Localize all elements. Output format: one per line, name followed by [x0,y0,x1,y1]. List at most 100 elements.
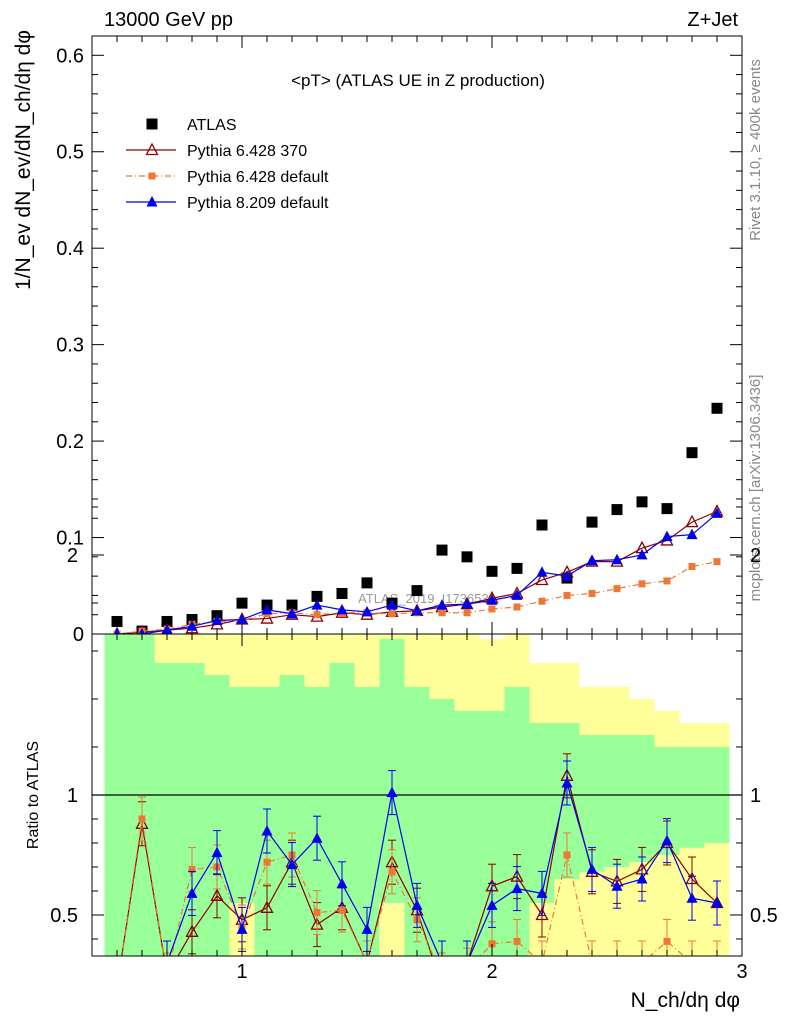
mcplots-label: mcplots.cern.ch [arXiv:1306.3436] [747,375,764,602]
data-point [260,611,274,624]
data-point [711,507,723,518]
data-point [513,937,521,945]
data-point [436,544,448,556]
data-point [138,815,146,823]
data-point [563,591,571,599]
data-point [364,960,371,967]
data-point [236,923,248,934]
data-point [313,611,321,619]
data-point [186,887,198,898]
legend-entry: Pythia 6.428 370 [126,142,307,160]
data-point [261,603,273,615]
data-point [336,603,348,615]
ratio-y-tick-label-right: 1 [750,785,761,807]
ratio-axis-ticks [92,506,743,956]
data-point [588,589,596,597]
data-point [211,614,223,625]
x-tick-label: 1 [236,961,247,983]
y-tick-label: 0.2 [56,431,84,453]
green-band-bin [504,687,530,956]
data-point [188,865,196,873]
process-label: Z+Jet [687,9,738,31]
x-axis-label: N_ch/dη dφ [631,989,740,1012]
data-point [638,580,646,588]
data-point [686,892,698,903]
data-point [636,873,648,884]
data-point [586,516,598,528]
data-point [162,969,173,980]
data-point [586,863,598,874]
data-point [535,572,549,586]
data-point [138,628,146,634]
data-point [386,786,398,798]
x-tick-label: 2 [486,961,497,983]
ratio-series-group [112,753,724,992]
data-point [137,981,148,992]
main-series-group [111,402,724,634]
data-point [714,960,721,967]
x-tick-labels: 1 2 3 [236,961,747,983]
ratio-panel: 0.5 0.5 1 1 2 2 1 2 3 Ratio to ATLAS N_ch/dη dφ [25,506,778,1012]
ratio-y-tick-label: 0.5 [50,905,78,927]
green-band-bin [604,735,630,867]
data-point [688,562,696,570]
data-point [713,558,721,566]
data-point [636,548,648,560]
data-point [689,960,696,967]
data-point [538,597,546,605]
data-point [112,981,123,992]
data-point [286,607,298,619]
ratio-y-tick-labels: 0.5 0.5 1 1 2 2 [50,545,778,927]
rivet-version-label: Rivet 3.1.10, ≥ 400k events [747,59,764,241]
ratio-y-tick-label: 1 [67,785,78,807]
data-point [462,957,473,968]
y-tick-label: 0.3 [56,335,84,357]
data-point [286,858,298,870]
data-point [663,577,671,585]
data-point [338,906,346,914]
data-point [186,620,198,631]
data-point [161,624,173,634]
data-point [561,570,573,581]
data-point [260,900,274,913]
data-point [464,967,471,974]
data-point [211,846,223,858]
green-band-bin [454,711,480,956]
data-point [261,825,273,836]
data-point [336,587,348,599]
data-point [411,585,423,597]
data-point [535,907,549,921]
data-point [164,972,171,979]
data-point [112,981,123,992]
legend-marker [148,172,156,180]
data-point [311,599,323,610]
ratio-y-tick-label-right: 2 [750,545,761,567]
data-point [463,609,471,617]
main-y-tick-labels: 0 0.1 0.2 0.3 0.4 0.5 0.6 [56,45,84,646]
data-point [366,955,368,956]
legend-entry: Pythia 8.209 default [126,195,329,212]
data-point [311,590,323,602]
legend-marker [146,196,158,207]
data-point [388,610,396,618]
green-band-bin [629,735,655,863]
data-point [711,402,723,414]
data-point [438,609,446,617]
x-tick-label: 3 [736,961,747,983]
main-axis-ticks [92,36,743,635]
ratio-y-tick-label-right: 0.5 [750,905,778,927]
data-point [437,981,448,992]
main-chart-title: <pT> (ATLAS UE in Z production) [291,71,545,90]
legend-label: Pythia 6.428 default [187,169,329,186]
data-point [161,615,173,627]
data-point [411,899,423,910]
data-point [486,565,498,577]
data-point [386,599,398,610]
data-point [336,877,348,889]
data-point [613,585,621,593]
y-tick-label: 0.5 [56,142,84,164]
data-point [536,566,548,577]
data-point [313,909,321,917]
green-band-bin [429,699,455,956]
